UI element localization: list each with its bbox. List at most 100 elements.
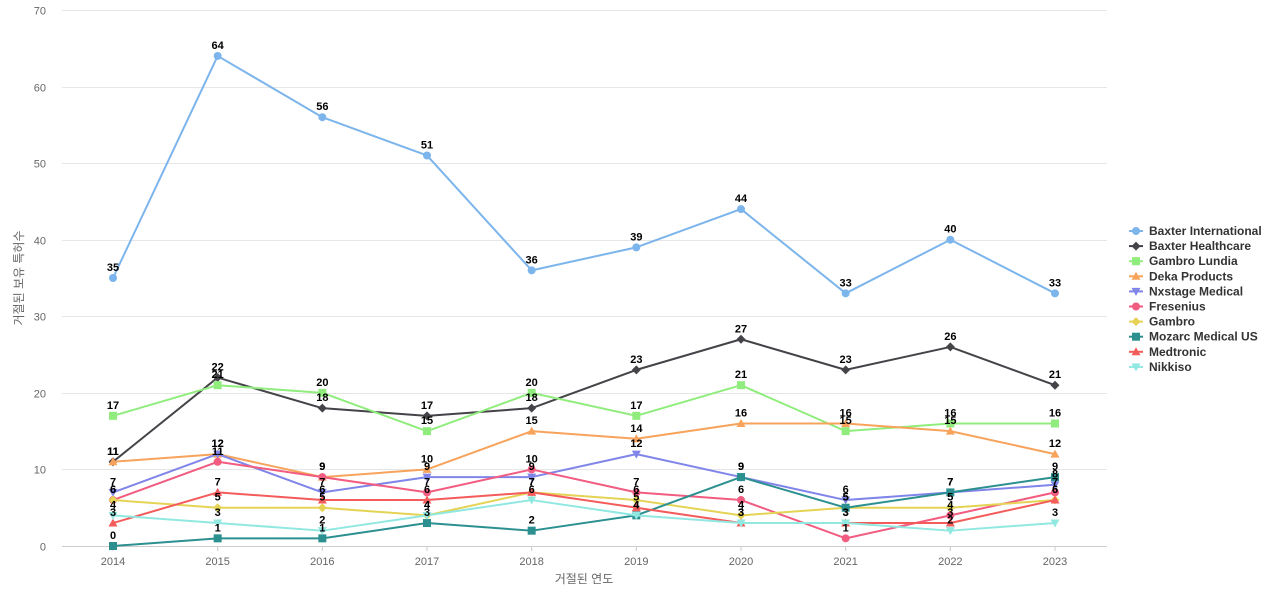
legend-item-deka-products[interactable]: Deka Products — [1129, 269, 1233, 283]
data-label: 11 — [107, 446, 119, 458]
data-point — [946, 488, 955, 497]
legend-item-medtronic[interactable]: Medtronic — [1129, 345, 1207, 359]
x-tick-label: 2022 — [938, 556, 962, 568]
data-label: 5 — [215, 492, 221, 504]
data-label: 5 — [947, 492, 953, 504]
legend-item-nxstage-medical[interactable]: Nxstage Medical — [1129, 284, 1243, 298]
data-point — [109, 411, 117, 420]
series-gambro[interactable] — [108, 487, 1060, 520]
data-label: 5 — [843, 492, 849, 504]
data-point — [213, 450, 223, 459]
legend-label: Gambro — [1149, 315, 1195, 329]
legend-label: Fresenius — [1149, 300, 1206, 314]
legend-item-baxter-healthcare[interactable]: Baxter Healthcare — [1129, 239, 1251, 253]
data-point — [422, 411, 432, 421]
series-baxter-healthcare[interactable] — [108, 334, 1060, 467]
data-label: 0 — [110, 530, 116, 542]
data-label: 20 — [526, 377, 538, 389]
data-point — [631, 450, 641, 459]
data-label: 51 — [421, 139, 433, 151]
series-line[interactable] — [112, 491, 1056, 517]
data-point — [736, 334, 746, 344]
data-label: 17 — [630, 400, 642, 412]
data-label: 16 — [944, 407, 956, 419]
data-point — [632, 243, 641, 252]
data-point — [317, 488, 327, 497]
series-line[interactable] — [112, 453, 1056, 502]
legend-item-gambro-lundia[interactable]: Gambro Lundia — [1129, 254, 1238, 268]
data-label: 16 — [735, 407, 747, 419]
x-tick-label: 2015 — [205, 556, 229, 568]
data-label: 44 — [735, 193, 748, 205]
legend-label: Mozarc Medical US — [1149, 330, 1258, 344]
legend-label: Gambro Lundia — [1149, 254, 1238, 268]
data-point — [946, 511, 955, 520]
x-axis-title: 거절된 연도 — [555, 572, 614, 586]
data-point — [631, 503, 641, 512]
series-line[interactable] — [112, 476, 1056, 547]
data-point — [631, 495, 641, 505]
data-point — [317, 527, 327, 536]
legend-item-nikkiso[interactable]: Nikkiso — [1129, 360, 1192, 374]
legend-item-fresenius[interactable]: Fresenius — [1129, 300, 1206, 314]
data-label: 4 — [633, 499, 640, 511]
legend-item-mozarc-medical-us[interactable]: Mozarc Medical US — [1129, 330, 1258, 344]
legend-marker — [1131, 347, 1141, 356]
data-point — [527, 266, 536, 275]
data-label: 9 — [424, 461, 430, 473]
series-deka-products[interactable] — [108, 418, 1060, 481]
series-mozarc-medical-us[interactable] — [109, 473, 1059, 550]
data-label: 3 — [843, 507, 849, 519]
data-point — [423, 427, 431, 436]
data-point — [527, 526, 536, 535]
x-tick-label: 2021 — [833, 556, 857, 568]
data-point — [213, 519, 223, 528]
data-point — [945, 527, 955, 536]
data-point — [213, 487, 223, 496]
series-group — [108, 51, 1060, 550]
data-label: 18 — [316, 392, 328, 404]
legend-item-gambro[interactable]: Gambro — [1129, 315, 1195, 329]
data-point — [632, 411, 641, 420]
data-label: 6 — [738, 484, 744, 496]
legend-label: Deka Products — [1149, 269, 1233, 283]
x-tick-label: 2023 — [1043, 556, 1067, 568]
data-label: 6 — [319, 484, 325, 496]
data-point — [527, 465, 536, 474]
data-point — [1050, 519, 1060, 528]
series-baxter-international[interactable] — [109, 51, 1059, 298]
data-point — [841, 519, 851, 528]
data-label: 21 — [735, 369, 747, 381]
data-label: 6 — [1052, 484, 1058, 496]
x-tick-label: 2019 — [624, 556, 648, 568]
legend-marker — [1132, 332, 1140, 341]
data-point — [318, 388, 327, 397]
series-medtronic[interactable] — [108, 487, 1060, 527]
data-point — [317, 403, 327, 413]
data-point — [945, 503, 955, 513]
series-nikkiso[interactable] — [108, 496, 1060, 536]
legend-label: Nikkiso — [1149, 360, 1192, 374]
data-point — [318, 534, 327, 543]
data-point — [213, 381, 222, 390]
data-label: 35 — [107, 262, 119, 274]
legend-label: Baxter International — [1149, 224, 1262, 238]
data-label: 27 — [735, 323, 747, 335]
data-label: 9 — [529, 461, 535, 473]
series-line[interactable] — [112, 338, 1056, 463]
data-label: 4 — [738, 499, 745, 511]
data-label: 7 — [319, 476, 325, 488]
series-line[interactable] — [112, 384, 1056, 433]
legend-marker — [1131, 271, 1141, 280]
series-line[interactable] — [112, 499, 1056, 532]
series-line[interactable] — [112, 54, 1056, 295]
series-line[interactable] — [112, 491, 1056, 525]
data-label: 1 — [319, 522, 325, 534]
legend-marker — [1131, 363, 1141, 372]
legend-item-baxter-international[interactable]: Baxter International — [1129, 224, 1262, 238]
data-label: 10 — [421, 453, 433, 465]
data-point — [631, 434, 641, 443]
series-line[interactable] — [112, 422, 1056, 479]
data-point — [109, 542, 117, 550]
